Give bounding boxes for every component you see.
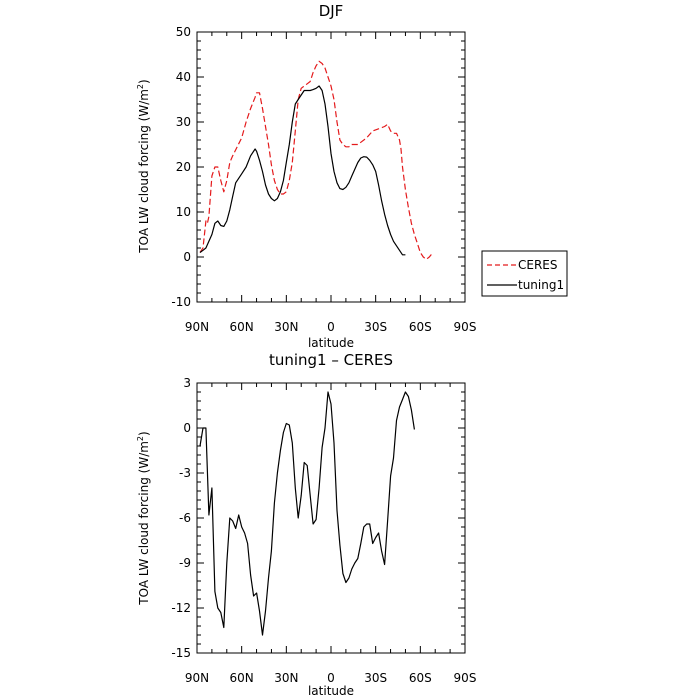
y-axis-label-end: ) [137,79,151,84]
y-tick-label: -12 [171,601,191,615]
y-axis-label-superscript: 2 [136,436,145,441]
x-tick-label: 30N [274,320,298,334]
panel-djf: DJF TOA LW cloud forcing (W/m2) latitude… [136,2,568,350]
y-axis-label-main: TOA LW cloud forcing (W/m [137,441,151,606]
legend-label-ceres: CERES [518,258,558,272]
x-tick-label: 90N [185,671,209,685]
x-tick-label: 90N [185,320,209,334]
y-tick-label: -9 [179,556,191,570]
x-tick-label: 30N [274,671,298,685]
y-tick-label: 3 [183,376,191,390]
x-tick-label: 0 [327,320,335,334]
plot-area: -15 -12 -9 -6 -3 0 3 90N 60N 30N 0 30S 60S 90S [171,376,476,685]
x-axis-label: latitude [308,336,354,350]
panel-difference: tuning1 – CERES TOA LW cloud forcing (W/… [136,351,476,698]
x-tick-label: 60N [230,671,254,685]
plot-area: -10 0 10 20 30 40 50 90N 60N 30N 0 30S 60S 90S [171,25,476,334]
x-tick-label: 60S [409,320,432,334]
legend: CERES tuning1 [481,250,568,297]
chart-title: DJF [319,2,344,20]
series-line-difference [199,391,415,636]
x-tick-label: 90S [454,320,477,334]
legend-box [481,250,568,297]
x-tick-label: 90S [454,671,477,685]
plot-frame [196,382,466,654]
y-axis-label-superscript: 2 [136,84,145,89]
x-tick-label: 60N [230,320,254,334]
x-tick-label: 60S [409,671,432,685]
y-axis-label: TOA LW cloud forcing (W/m2) [136,431,151,605]
y-tick-label: -10 [171,295,191,309]
chart-title: tuning1 – CERES [269,351,393,369]
x-tick-label: 0 [327,671,335,685]
legend-label-tuning1: tuning1 [518,278,564,292]
y-tick-label: -6 [179,511,191,525]
y-tick-label: 50 [176,25,191,39]
y-tick-label: -3 [179,466,191,480]
plot-frame [196,31,466,303]
y-tick-label: -15 [171,646,191,660]
y-tick-label: 10 [176,205,191,219]
y-tick-label: 0 [183,421,191,435]
y-tick-label: 0 [183,250,191,264]
y-tick-label: 30 [176,115,191,129]
x-axis-label: latitude [308,684,354,698]
y-axis-label-main: TOA LW cloud forcing (W/m [137,89,151,254]
x-tick-label: 30S [364,320,387,334]
y-axis-label-end: ) [137,431,151,436]
x-tick-label: 30S [364,671,387,685]
series-line-tuning1 [199,85,406,256]
y-tick-label: 20 [176,160,191,174]
y-axis-label: TOA LW cloud forcing (W/m2) [136,79,151,253]
series-line-ceres [199,60,433,260]
y-tick-label: 40 [176,70,191,84]
